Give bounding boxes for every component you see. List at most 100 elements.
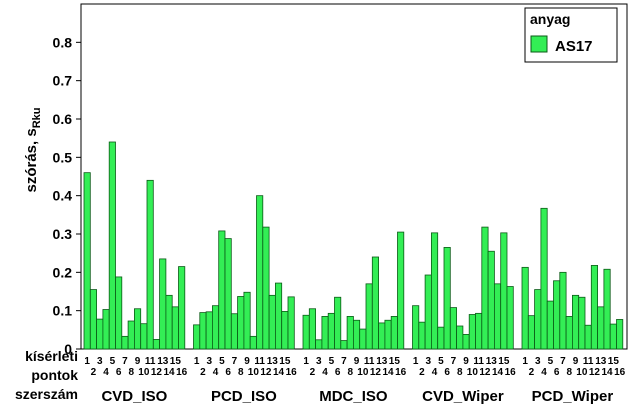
- x-tick-label: 2: [310, 367, 316, 378]
- x-tick-label: 14: [273, 367, 285, 378]
- x-tick-label: 7: [341, 356, 347, 367]
- x-tick-label: 1: [413, 356, 419, 367]
- x-tick-label: 3: [316, 356, 322, 367]
- legend-title: anyag: [530, 11, 570, 27]
- x-tick-label: 8: [457, 367, 463, 378]
- x-tick-label: 7: [560, 356, 566, 367]
- x-tick-label: 2: [529, 367, 535, 378]
- bar: [178, 266, 186, 350]
- bar: [506, 286, 514, 350]
- bar: [616, 319, 624, 350]
- row-label-kiserleti: kísérleti: [25, 348, 78, 364]
- x-tick-label: 12: [151, 367, 163, 378]
- x-tick-label: 6: [335, 367, 341, 378]
- x-tick-label: 9: [135, 356, 141, 367]
- x-tick-label: 3: [425, 356, 431, 367]
- x-tick-label: 3: [206, 356, 212, 367]
- bar: [140, 323, 148, 350]
- bar: [102, 309, 110, 350]
- x-tick-label: 13: [486, 356, 498, 367]
- x-tick-label: 16: [176, 367, 188, 378]
- x-tick-label: 1: [84, 356, 90, 367]
- x-tick-label: 6: [116, 367, 122, 378]
- x-tick-label: 1: [303, 356, 309, 367]
- bar: [218, 230, 226, 350]
- bar: [308, 308, 316, 350]
- bar: [121, 335, 129, 350]
- bar: [384, 319, 392, 350]
- group-label: CVD_ISO: [101, 388, 167, 405]
- x-tick-label: 6: [554, 367, 560, 378]
- group-label: PCD_ISO: [211, 388, 277, 405]
- x-tick-label: 2: [200, 367, 206, 378]
- bar: [456, 325, 464, 350]
- bar: [256, 195, 264, 350]
- x-tick-label: 11: [145, 356, 156, 367]
- bar: [597, 306, 605, 350]
- x-tick-label: 1: [194, 356, 200, 367]
- x-tick-label: 7: [122, 356, 128, 367]
- x-tick-label: 8: [347, 367, 353, 378]
- y-tick-label: 0.8: [53, 34, 73, 50]
- bar: [146, 179, 154, 350]
- x-tick-label: 8: [238, 367, 244, 378]
- bar: [546, 300, 554, 350]
- bar: [193, 324, 201, 350]
- x-tick-label: 5: [548, 356, 554, 367]
- bar: [321, 316, 329, 350]
- y-axis-label-subscript: Rku: [31, 108, 43, 129]
- x-tick-label: 10: [576, 367, 588, 378]
- x-tick-label: 5: [219, 356, 225, 367]
- x-tick-label: 5: [438, 356, 444, 367]
- x-tick-label: 6: [225, 367, 231, 378]
- bar: [527, 315, 535, 350]
- bar: [521, 266, 529, 350]
- y-tick-label: 0.1: [53, 303, 73, 319]
- bar: [371, 256, 379, 350]
- bar: [590, 265, 598, 350]
- x-tick-label: 13: [267, 356, 279, 367]
- bar: [83, 172, 91, 350]
- y-tick-label: 0.2: [53, 264, 73, 280]
- x-tick-label: 14: [601, 367, 613, 378]
- bar: [430, 232, 439, 350]
- bar: [211, 305, 220, 350]
- x-tick-label: 9: [354, 356, 360, 367]
- x-tick-label: 4: [541, 367, 547, 378]
- x-tick-label: 8: [128, 367, 134, 378]
- y-tick-label: 0.5: [53, 149, 73, 165]
- legend: anyag AS17: [524, 7, 618, 63]
- x-tick-label: 10: [138, 367, 150, 378]
- x-tick-label: 16: [505, 367, 517, 378]
- x-tick-label: 3: [535, 356, 541, 367]
- y-axis-label: szórás, sRku: [23, 108, 43, 193]
- bar: [397, 231, 405, 350]
- bar: [205, 311, 213, 350]
- bar: [346, 316, 354, 350]
- x-tick-label: 14: [382, 367, 394, 378]
- row-label-szerszam: szerszám: [15, 386, 78, 402]
- x-tick-label: 11: [364, 356, 375, 367]
- bar: [89, 289, 98, 350]
- bar: [327, 312, 335, 350]
- bar: [108, 141, 116, 350]
- x-tick-label: 2: [419, 367, 425, 378]
- bar: [424, 274, 432, 350]
- x-tick-label: 3: [97, 356, 103, 367]
- x-tick-label: 12: [479, 367, 491, 378]
- bar: [412, 305, 420, 350]
- bar: [481, 226, 489, 350]
- bar: [603, 268, 611, 350]
- bar: [540, 207, 548, 350]
- bar: [437, 326, 445, 350]
- bar: [334, 296, 342, 350]
- bar: [493, 283, 502, 350]
- y-tick-label: 0.3: [53, 226, 73, 242]
- y-axis-label-main: szórás, s: [23, 128, 40, 192]
- bar: [224, 238, 232, 350]
- x-tick-label: 11: [254, 356, 265, 367]
- x-tick-label: 5: [329, 356, 335, 367]
- x-tick-label: 13: [376, 356, 388, 367]
- x-tick-label: 11: [583, 356, 594, 367]
- bar: [572, 294, 580, 350]
